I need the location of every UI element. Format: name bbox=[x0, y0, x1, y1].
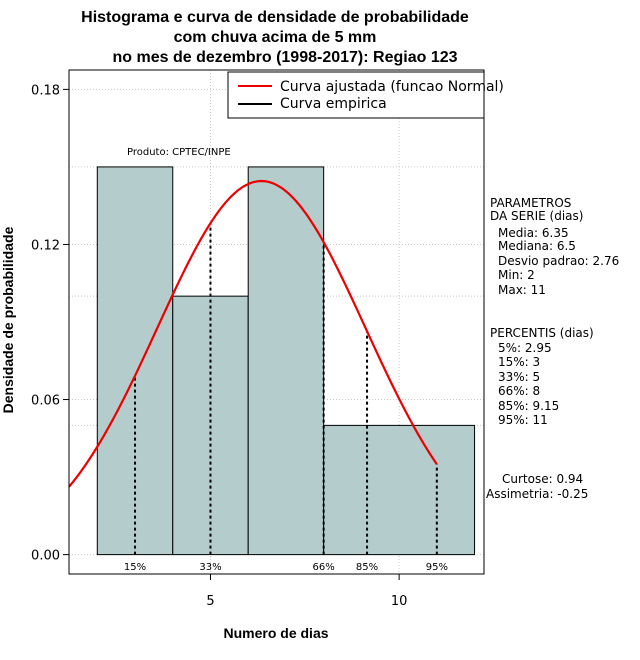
percentile-label: 85% bbox=[356, 562, 378, 573]
parametros-panel: PARAMETROS DA SERIE (dias) Media: 6.35 M… bbox=[490, 196, 619, 297]
plot-frame bbox=[68, 69, 485, 575]
parametros-line: Max: 11 bbox=[498, 283, 546, 297]
assimetria-value: Assimetria: -0.25 bbox=[486, 487, 588, 501]
percentis-line: 33%: 5 bbox=[498, 370, 540, 384]
percentis-line: 66%: 8 bbox=[498, 384, 540, 398]
parametros-heading-1: PARAMETROS bbox=[490, 196, 571, 210]
histogram-bar bbox=[323, 424, 476, 556]
legend-label-empirical: Curva empirica bbox=[280, 96, 387, 112]
legend: Curva ajustada (funcao Normal) Curva emp… bbox=[227, 71, 504, 119]
moments-panel: Curtose: 0.94 Assimetria: -0.25 bbox=[486, 472, 588, 501]
y-tick-label: 0.06 bbox=[31, 394, 60, 409]
normal-curve bbox=[68, 179, 438, 488]
y-tick-label: 0.12 bbox=[31, 238, 60, 253]
percentile-label: 15% bbox=[124, 562, 146, 573]
percentile-markers: 15% 33% 66% 85% 95% bbox=[124, 223, 448, 573]
parametros-line: Min: 2 bbox=[498, 268, 535, 282]
legend-label-normal: Curva ajustada (funcao Normal) bbox=[280, 79, 504, 95]
x-tick-label: 5 bbox=[206, 594, 214, 609]
curtose-value: Curtose: 0.94 bbox=[502, 472, 583, 486]
percentis-line: 95%: 11 bbox=[498, 413, 548, 427]
chart-title-line-3: no mes de dezembro (1998-2017): Regiao 1… bbox=[112, 49, 457, 66]
y-tick-label: 0.00 bbox=[31, 549, 60, 564]
y-axis-label: Densidade de probabilidade bbox=[0, 226, 16, 413]
histogram-bar bbox=[247, 166, 325, 556]
percentis-line: 15%: 3 bbox=[498, 355, 540, 369]
parametros-line: Mediana: 6.5 bbox=[498, 239, 576, 253]
chart-title-line-2: com chuva acima de 5 mm bbox=[174, 29, 377, 46]
chart-title-line-1: Histograma e curva de densidade de proba… bbox=[81, 9, 469, 26]
product-note: Produto: CPTEC/INPE bbox=[127, 147, 231, 158]
percentile-label: 95% bbox=[426, 562, 448, 573]
parametros-heading-2: DA SERIE (dias) bbox=[490, 209, 583, 223]
percentile-label: 66% bbox=[313, 562, 335, 573]
parametros-line: Media: 6.35 bbox=[498, 226, 569, 240]
legend-box bbox=[227, 71, 485, 119]
histogram-bar bbox=[96, 166, 174, 556]
x-tick-label: 10 bbox=[391, 594, 408, 609]
percentis-line: 85%: 9.15 bbox=[498, 399, 559, 413]
x-axis-label: Numero de dias bbox=[223, 625, 328, 641]
percentis-panel: PERCENTIS (dias) 5%: 2.95 15%: 3 33%: 5 … bbox=[490, 326, 594, 427]
parametros-line: Desvio padrao: 2.76 bbox=[498, 254, 619, 268]
percentis-line: 5%: 2.95 bbox=[498, 341, 552, 355]
histogram-bars bbox=[96, 166, 476, 556]
percentile-label: 33% bbox=[199, 562, 221, 573]
axes: 0.00 0.06 0.12 0.18 5 10 bbox=[31, 69, 485, 609]
percentis-heading: PERCENTIS (dias) bbox=[490, 326, 594, 340]
y-tick-label: 0.18 bbox=[31, 83, 60, 98]
normal-curve-layer bbox=[68, 179, 438, 488]
